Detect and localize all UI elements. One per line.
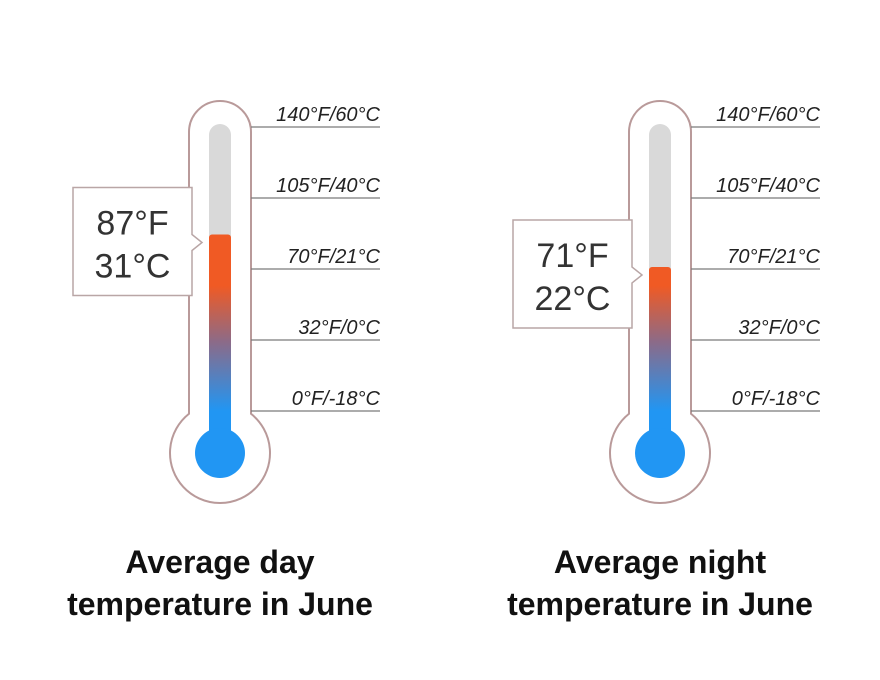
scale-tick-label: 32°F/0°C bbox=[298, 317, 380, 339]
scale-tick-label: 140°F/60°C bbox=[276, 104, 380, 126]
scale-tick-label: 70°F/21°C bbox=[287, 246, 380, 268]
chart-title-night: Average night temperature in June bbox=[460, 541, 860, 625]
chart-title-day-line-2: temperature in June bbox=[67, 586, 373, 622]
mercury-column bbox=[209, 234, 231, 444]
mercury-bulb bbox=[195, 428, 245, 478]
scale-tick-label: 0°F/-18°C bbox=[292, 388, 381, 410]
chart-title-day: Average day temperature in June bbox=[20, 541, 420, 625]
scale-tick-label: 105°F/40°C bbox=[716, 175, 820, 197]
scale-tick-label: 140°F/60°C bbox=[716, 104, 820, 126]
readout-callout bbox=[72, 186, 204, 297]
chart-title-night-line-2: temperature in June bbox=[507, 586, 813, 622]
readout-callout bbox=[512, 219, 644, 329]
readout-fahrenheit: 87°F bbox=[96, 205, 168, 243]
night-thermometer: 140°F/60°C 105°F/40°C 70°F/21°C 32°F/0°C 0°F… bbox=[512, 100, 821, 504]
readout-fahrenheit: 71°F bbox=[536, 237, 608, 275]
mercury-column bbox=[649, 266, 671, 444]
mercury-bulb bbox=[635, 428, 685, 478]
scale-tick-label: 105°F/40°C bbox=[276, 175, 380, 197]
scale-tick-label: 70°F/21°C bbox=[727, 246, 820, 268]
chart-title-day-line-1: Average day bbox=[125, 544, 315, 580]
readout-celsius: 31°C bbox=[95, 248, 171, 286]
scale-tick-label: 32°F/0°C bbox=[738, 317, 820, 339]
readout-celsius: 22°C bbox=[535, 280, 611, 318]
chart-title-night-line-1: Average night bbox=[553, 544, 767, 580]
scale-tick-label: 0°F/-18°C bbox=[732, 388, 821, 410]
day-thermometer: 140°F/60°C 105°F/40°C 70°F/21°C 32°F/0°C 0°F… bbox=[72, 100, 381, 504]
